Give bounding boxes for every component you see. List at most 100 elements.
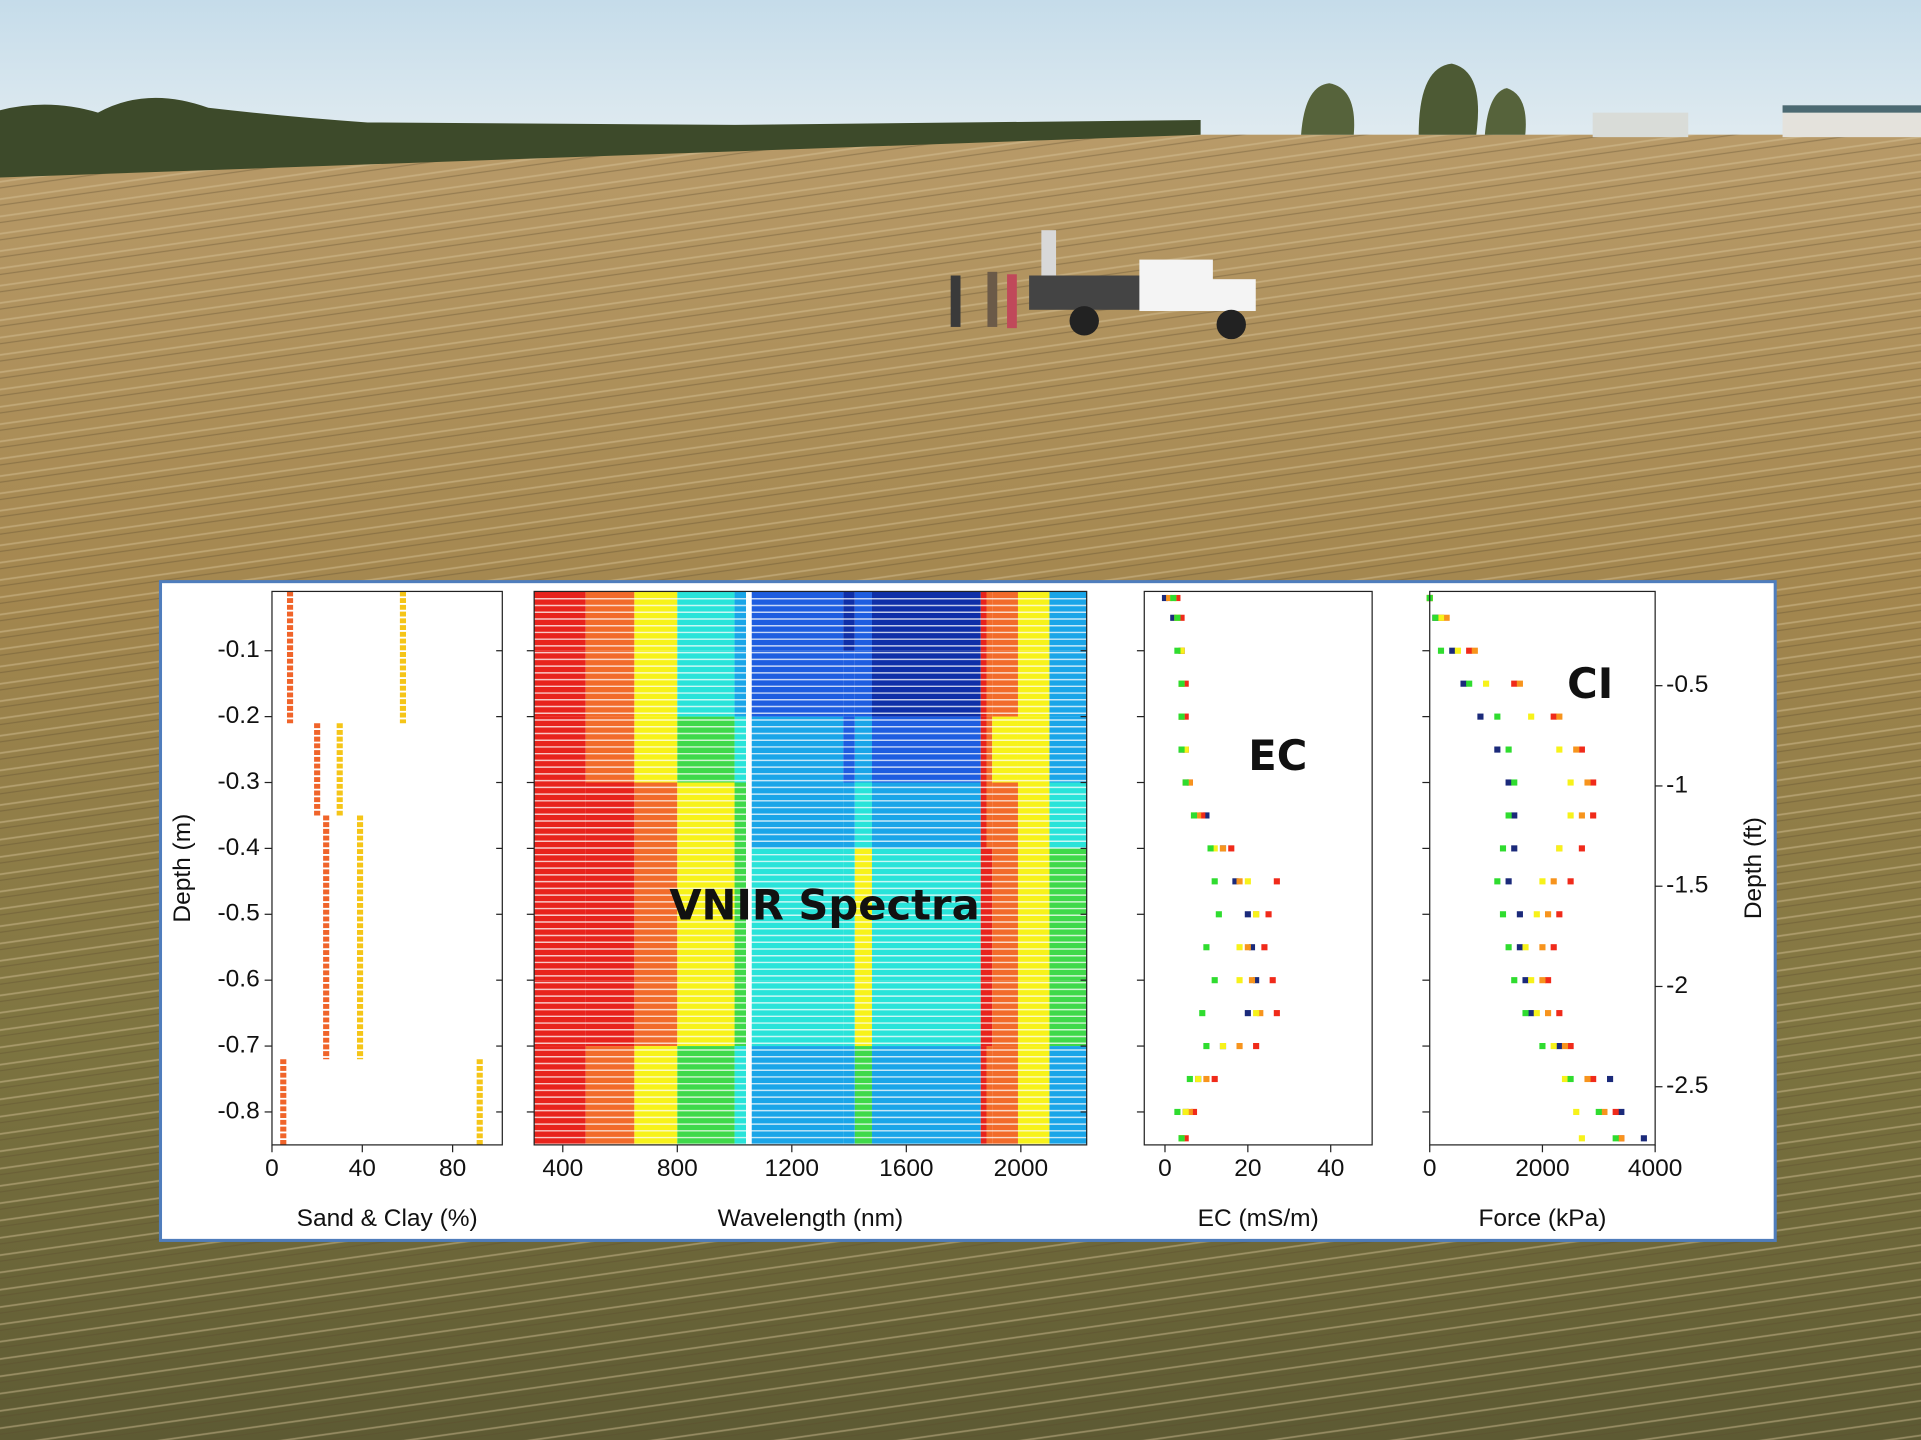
point: [1562, 1076, 1568, 1082]
spectra-cell: [1049, 783, 1086, 849]
spectra-cell: [986, 591, 992, 650]
point: [1236, 944, 1242, 950]
point: [1170, 595, 1176, 601]
point: [1245, 1010, 1251, 1016]
point: [1220, 845, 1226, 851]
spectra-cell: [752, 591, 844, 650]
point: [1539, 977, 1545, 983]
spectra-cell: [634, 783, 677, 849]
spectra-cell: [1049, 914, 1086, 980]
spectra-cell: [677, 1046, 734, 1145]
y-tick-label: -0.8: [218, 1097, 260, 1124]
point: [1460, 681, 1466, 687]
y2-tick-label: -1.5: [1666, 872, 1708, 899]
point: [1522, 977, 1528, 983]
point: [1551, 944, 1557, 950]
point: [1590, 1076, 1596, 1082]
x-tick-label: 40: [1317, 1155, 1344, 1182]
spectra-cell: [677, 783, 734, 849]
point: [1607, 1076, 1613, 1082]
spectra-cell: [981, 914, 987, 980]
y-tick-label: -0.6: [218, 966, 260, 993]
point: [1539, 878, 1545, 884]
point: [1236, 977, 1242, 983]
point: [1506, 878, 1512, 884]
point: [1556, 714, 1562, 720]
x-tick-label: 80: [439, 1155, 466, 1182]
spectra-cell: [534, 914, 586, 980]
point: [1511, 681, 1517, 687]
spectra-cell: [634, 1046, 677, 1145]
x-axis-title: Wavelength (nm): [718, 1205, 904, 1232]
spectra-cell: [981, 783, 987, 849]
x-tick-label: 40: [349, 1155, 376, 1182]
point: [1266, 911, 1272, 917]
spectra-cell: [1018, 1046, 1049, 1145]
spectra-cell: [752, 783, 844, 849]
point: [1517, 944, 1523, 950]
spectra-cell: [1018, 783, 1049, 849]
point: [1212, 977, 1218, 983]
point: [1539, 944, 1545, 950]
point: [1270, 977, 1276, 983]
spectra-cell: [586, 783, 635, 849]
spectra-cell: [986, 1046, 992, 1145]
point: [1466, 681, 1472, 687]
point: [1506, 812, 1512, 818]
point: [1236, 878, 1242, 884]
point: [1203, 1043, 1209, 1049]
point: [1579, 747, 1585, 753]
point: [1174, 615, 1180, 621]
y-tick-label: -0.4: [218, 834, 260, 861]
point: [1228, 845, 1234, 851]
spectra-cell: [586, 914, 635, 980]
point: [1573, 747, 1579, 753]
x-tick-label: 800: [657, 1155, 698, 1182]
spectra-cell: [1049, 591, 1086, 650]
point: [1212, 878, 1218, 884]
point: [1601, 1109, 1607, 1115]
spectra-cell: [735, 1046, 746, 1145]
spectra-cell: [992, 914, 1018, 980]
point: [1274, 1010, 1280, 1016]
point: [1178, 1135, 1184, 1141]
point: [1174, 648, 1180, 654]
spectra-cell: [735, 783, 746, 849]
spectra-cell: [855, 1046, 872, 1145]
spectra-cell: [855, 591, 872, 650]
point: [1245, 911, 1251, 917]
point: [1506, 747, 1512, 753]
point: [1539, 1043, 1545, 1049]
spectra-cell: [634, 591, 677, 650]
spectra-cell: [843, 591, 854, 650]
point: [1590, 779, 1596, 785]
point: [1466, 648, 1472, 654]
point: [1556, 1043, 1562, 1049]
point: [1551, 714, 1557, 720]
spectra-cell: [1018, 914, 1049, 980]
x-axis-title: Force (kPa): [1478, 1205, 1606, 1232]
point: [1500, 911, 1506, 917]
y2-tick-label: -0.5: [1666, 671, 1708, 698]
point: [1528, 1010, 1534, 1016]
spectra-cell: [872, 1046, 981, 1145]
point: [1207, 845, 1213, 851]
point: [1178, 681, 1184, 687]
point: [1590, 812, 1596, 818]
spectra-cell: [986, 783, 992, 849]
point: [1534, 911, 1540, 917]
point: [1568, 1076, 1574, 1082]
point: [1556, 911, 1562, 917]
point: [1500, 845, 1506, 851]
point: [1253, 1010, 1259, 1016]
annotation: EC: [1248, 731, 1307, 780]
x-tick-label: 0: [1423, 1155, 1437, 1182]
point: [1545, 977, 1551, 983]
point: [1517, 911, 1523, 917]
point: [1562, 1043, 1568, 1049]
point: [1432, 615, 1438, 621]
spectra-cell: [1049, 1046, 1086, 1145]
x-tick-label: 20: [1234, 1155, 1261, 1182]
point: [1438, 648, 1444, 654]
spectra-cell: [992, 1046, 1018, 1145]
